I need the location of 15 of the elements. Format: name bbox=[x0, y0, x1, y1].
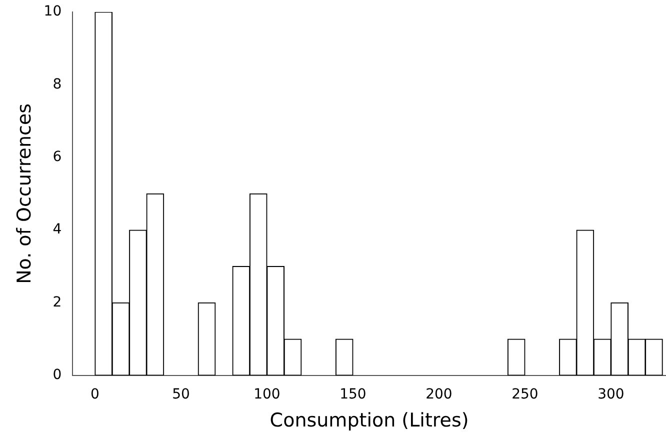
y-tick-label: 0 bbox=[52, 367, 62, 384]
y-axis-title: No. of Occurrences bbox=[13, 103, 36, 284]
x-tick-label: 250 bbox=[512, 386, 538, 402]
y-tick-label: 10 bbox=[44, 4, 62, 20]
x-tick-label: 200 bbox=[426, 386, 452, 402]
x-axis-title: Consumption (Litres) bbox=[270, 410, 469, 432]
x-tick-label: 300 bbox=[598, 386, 624, 402]
y-tick-label: 2 bbox=[52, 294, 62, 310]
y-tick-label: 6 bbox=[52, 149, 62, 165]
x-tick-label: 150 bbox=[340, 386, 366, 402]
x-tick-label: 100 bbox=[254, 386, 280, 402]
y-tick-label: 4 bbox=[52, 222, 62, 238]
x-tick-label: 50 bbox=[172, 386, 190, 402]
x-tick-label: 0 bbox=[90, 386, 100, 402]
y-tick-label: 8 bbox=[52, 76, 62, 92]
